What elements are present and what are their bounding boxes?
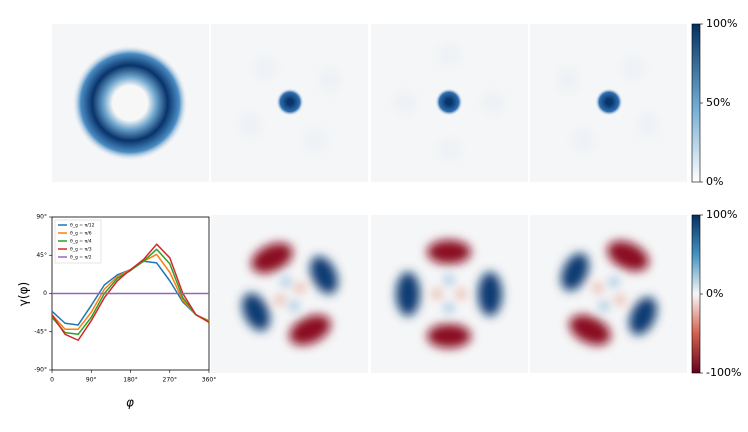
heatmap-row-top [52,24,687,182]
colorbar [691,23,701,183]
colorbar-tick-label: -100% [706,366,741,379]
legend-label: θ_g = π/12 [70,223,95,229]
y-tick-label: -45° [34,328,47,335]
colorbar-tick-label: 100% [706,17,737,30]
colorbar-tick-label: 0% [706,175,723,188]
x-tick-label: 90° [86,377,97,384]
x-tick-label: 0 [50,377,54,384]
y-axis-label: γ(φ) [17,282,31,306]
legend-label: θ_g = π/3 [70,247,92,253]
legend-label: θ_g = π/6 [70,231,92,237]
y-tick-label: 45° [36,252,47,259]
y-tick-label: 0 [43,290,47,297]
x-tick-label: 180° [123,377,137,384]
colorbar-tick-label: 0% [706,287,723,300]
colorbar-tick-label: 50% [706,96,730,109]
heatmap-row-bottom [211,215,687,373]
colorbar [691,214,701,374]
x-axis-label: φ [126,396,134,410]
legend-label: θ_g = π/2 [70,255,92,261]
x-tick-label: 360° [202,377,216,384]
y-tick-label: 90° [36,214,47,221]
colorbar-tick-label: 100% [706,208,737,221]
x-tick-label: 270° [163,377,177,384]
legend-label: θ_g = π/4 [70,239,92,245]
y-tick-label: -90° [34,367,47,374]
